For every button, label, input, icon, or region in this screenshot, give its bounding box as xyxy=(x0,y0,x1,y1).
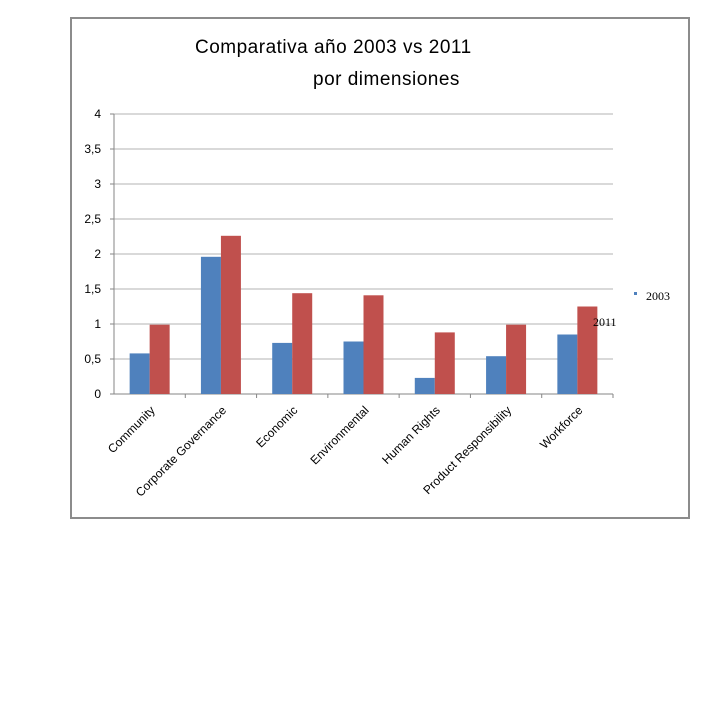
bar-2003 xyxy=(200,256,221,394)
bar-2011 xyxy=(577,306,598,394)
y-tick-label: 3 xyxy=(94,177,101,191)
bar-2003 xyxy=(557,334,578,394)
x-tick-label: Economic xyxy=(253,403,300,450)
legend: 2003 2011 xyxy=(584,289,670,329)
legend-label: 2011 xyxy=(593,315,617,329)
chart-frame: Comparativa año 2003 vs 2011 por dimensi… xyxy=(70,17,690,519)
bars xyxy=(129,235,598,394)
bar-2003 xyxy=(414,377,435,394)
chart-title: Comparativa año 2003 vs 2011 por dimensi… xyxy=(195,37,472,90)
x-tick-label: Environmental xyxy=(307,403,371,467)
bar-2011 xyxy=(506,324,527,394)
legend-swatch xyxy=(584,318,587,321)
y-tick-label: 1,5 xyxy=(84,282,101,296)
y-axis-ticks: 0 0,5 1 1,5 2 2,5 3 3,5 4 xyxy=(84,107,101,401)
legend-swatch xyxy=(634,292,637,295)
y-tick-label: 0,5 xyxy=(84,352,101,366)
y-tick-label: 0 xyxy=(94,387,101,401)
x-tick-label: Community xyxy=(105,403,158,456)
chart-title-line-2: por dimensiones xyxy=(313,69,460,90)
bar-2011 xyxy=(363,295,384,394)
bar-2003 xyxy=(486,356,507,394)
y-tick-label: 1 xyxy=(94,317,101,331)
bar-2011 xyxy=(434,332,455,394)
bar-2011 xyxy=(220,235,241,394)
bar-2011 xyxy=(292,293,313,394)
bar-2011 xyxy=(149,324,170,394)
y-tick-label: 2 xyxy=(94,247,101,261)
legend-label: 2003 xyxy=(646,289,670,303)
x-tick-label: Workforce xyxy=(537,403,586,452)
y-tick-label: 3,5 xyxy=(84,142,101,156)
x-tick-label: Human Rights xyxy=(379,403,443,467)
chart-svg: Comparativa año 2003 vs 2011 por dimensi… xyxy=(84,37,670,499)
bar-2003 xyxy=(343,341,364,394)
y-tick-label: 2,5 xyxy=(84,212,101,226)
chart-title-line-1: Comparativa año 2003 vs 2011 xyxy=(195,37,472,58)
y-tick-label: 4 xyxy=(94,107,101,121)
bar-2003 xyxy=(272,342,293,394)
bar-2003 xyxy=(129,353,150,394)
